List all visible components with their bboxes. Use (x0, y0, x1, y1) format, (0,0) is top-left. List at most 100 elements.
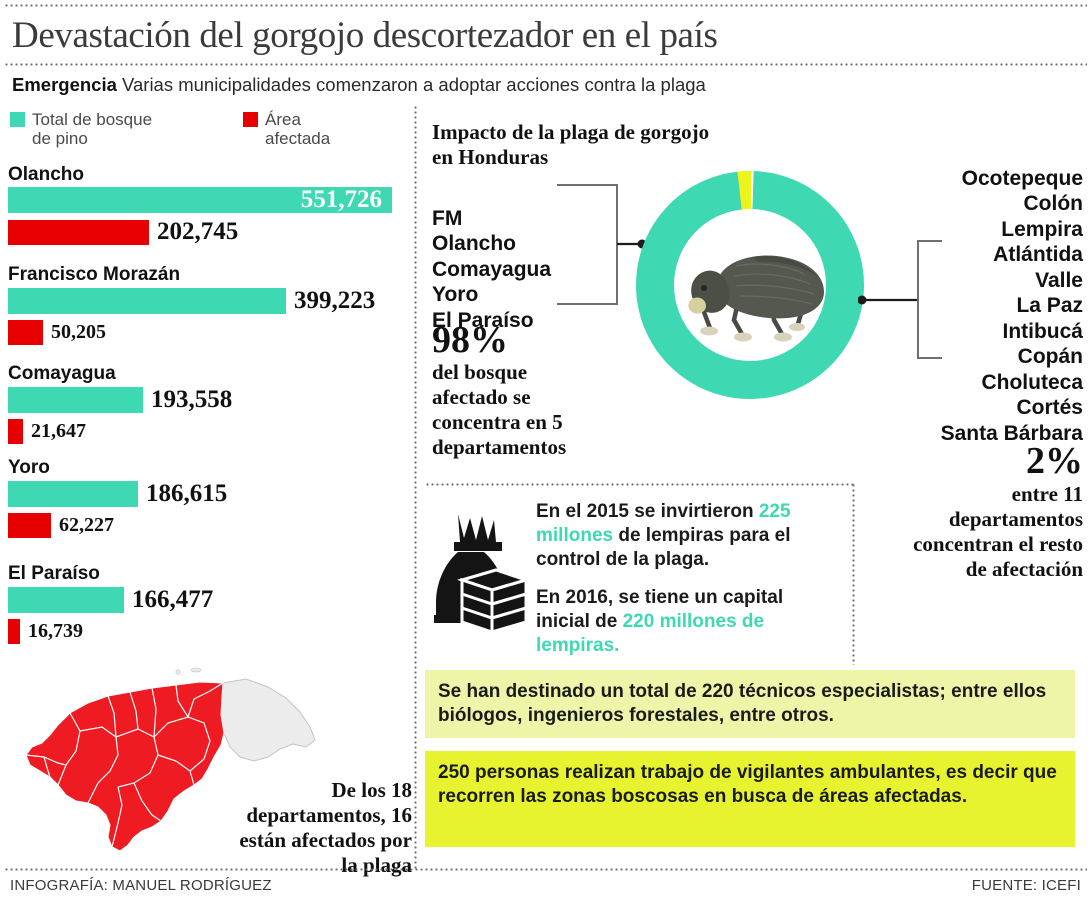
bar-total: 551,726 (8, 187, 392, 213)
map-island (190, 667, 202, 673)
legend-label-affected: Área afectada (265, 110, 331, 148)
left-percentage-caption: del bosque afectado se concentra en 5 de… (432, 360, 567, 459)
bar-group-francisco-morazan: Francisco Morazán 399,223 50,205 (8, 264, 375, 345)
impact-title: Impacto de la plaga de gorgojo en Hondur… (432, 120, 710, 169)
table-row: 551,726 (8, 187, 392, 213)
credit-author: INFOGRAFÍA: MANUEL RODRÍGUEZ (10, 877, 272, 894)
bar-affected-value: 202,745 (157, 218, 239, 245)
department-list-right: Ocotepeque Colón Lempira Atlántida Valle… (853, 140, 1083, 446)
beetle-body-shading (752, 256, 820, 280)
credit-source: FUENTE: ICEFI (971, 877, 1081, 894)
donut-chart-svg (636, 171, 864, 399)
callout-box-vigilantes: 250 personas realizan trabajo de vigilan… (425, 751, 1075, 847)
map-caption: De los 18 departamentos, 16 están afecta… (222, 778, 412, 878)
table-row: 399,223 (8, 287, 375, 315)
bar-total (8, 387, 143, 413)
bar-affected (8, 619, 20, 644)
kicker: Emergencia Varias municipalidades comenz… (12, 74, 706, 96)
bar-group-yoro: Yoro 186,615 62,227 (8, 457, 227, 538)
kicker-text: Varias municipalidades comenzaron a adop… (116, 74, 706, 95)
bar-total (8, 587, 124, 613)
department-list-left: FM Olancho Comayagua Yoro El Paraíso (432, 180, 551, 333)
table-row: 50,205 (8, 320, 375, 345)
beetle-texture (733, 263, 815, 305)
legend-swatch-total (10, 112, 25, 127)
money-section-rule (425, 483, 855, 486)
bar-affected-value: 50,205 (51, 321, 106, 343)
right-percentage-block: 2% entre 11 departamentos concentran el … (833, 440, 1083, 582)
table-row: 16,739 (8, 619, 213, 644)
bar-dept-label: Yoro (8, 457, 50, 478)
department-list-left-text: FM Olancho Comayagua Yoro El Paraíso (432, 206, 552, 332)
money-2015-a: En el 2015 se invirtieron (536, 501, 759, 522)
footer-rule (4, 868, 1087, 871)
right-percentage-value: 2% (1026, 440, 1083, 482)
right-percentage-caption: entre 11 departamentos concentran el res… (913, 482, 1083, 581)
honduras-map-svg (25, 667, 316, 852)
table-row: 202,745 (8, 218, 392, 246)
map-region-affected (25, 681, 225, 852)
table-row: 166,477 (8, 586, 213, 614)
bar-dept-label: Francisco Morazán (8, 264, 181, 285)
honduras-map (18, 665, 328, 865)
map-caption-text: De los 18 departamentos, 16 están afecta… (239, 778, 412, 877)
department-list-right-text: Ocotepeque Colón Lempira Atlántida Valle… (940, 166, 1083, 445)
table-row: 193,558 (8, 386, 232, 414)
left-column-divider (414, 105, 417, 870)
bar-total (8, 481, 138, 507)
beetle-illustration (688, 255, 824, 342)
money-2015-highlight: 225 millones (536, 501, 791, 546)
bar-dept-label: El Paraíso (8, 563, 100, 584)
money-2016-highlight: 220 millones de lempiras. (536, 611, 765, 656)
table-row: 21,647 (8, 419, 232, 444)
bar-affected (8, 513, 51, 538)
money-section-divider (852, 483, 855, 665)
donut-chart (625, 160, 875, 410)
legend-label-total: Total de bosque de pino (32, 110, 153, 148)
bar-affected (8, 320, 43, 345)
map-island (175, 669, 181, 675)
donut-slice-2 (636, 171, 864, 399)
bar-total-value: 399,223 (294, 287, 376, 314)
bar-total-value: 166,477 (132, 586, 214, 613)
kicker-bold: Emergencia (12, 74, 117, 95)
money-2016-a: En 2016, se tiene un capital inicial de (536, 587, 784, 632)
left-percentage-block: 98% del bosque afectado se concentra en … (432, 320, 642, 460)
left-callout-bracket (557, 184, 645, 305)
top-rule (4, 4, 1087, 7)
beetle-eye (701, 285, 707, 291)
bar-total-value: 193,558 (151, 386, 233, 413)
callout-box-tecnicos: Se han destinado un total de 220 técnico… (425, 670, 1075, 738)
legend-affected: Área afectada (243, 110, 330, 148)
bar-affected-value: 16,739 (28, 620, 83, 642)
bar-group-comayagua: Comayagua 193,558 21,647 (8, 363, 232, 444)
cash-stack-icon (456, 568, 530, 635)
bar-total-value: 186,615 (146, 480, 228, 507)
right-callout-bracket (858, 240, 942, 359)
bar-total-value: 551,726 (300, 186, 382, 213)
money-paragraph-2016: En 2016, se tiene un capital inicial de … (536, 586, 836, 658)
bar-affected (8, 219, 149, 245)
bar-affected-value: 21,647 (31, 420, 86, 442)
map-department-borders (25, 682, 224, 848)
money-text-block: En el 2015 se invirtieron 225 millones d… (536, 500, 836, 672)
bar-dept-label: Comayagua (8, 363, 116, 384)
bar-group-olancho: Olancho 551,726 202,745 (8, 164, 392, 246)
money-2015-b: de lempiras para el control de la plaga. (536, 525, 791, 570)
headline-rule (4, 63, 1087, 66)
left-percentage-value: 98% (432, 319, 508, 361)
callout-box-tecnicos-text: Se han destinado un total de 220 técnico… (438, 681, 1047, 726)
beetle-snout (688, 297, 706, 314)
map-region-unaffected (220, 678, 316, 762)
bar-total (8, 288, 286, 314)
bar-affected (8, 419, 23, 444)
donut-slice-98 (636, 171, 864, 399)
money-paragraph-2015: En el 2015 se invirtieron 225 millones d… (536, 500, 836, 572)
bar-group-el-paraiso: El Paraíso 166,477 16,739 (8, 563, 213, 644)
table-row: 186,615 (8, 480, 227, 508)
money-bag-icon (434, 514, 530, 635)
page-title: Devastación del gorgojo descortezador en… (12, 15, 718, 56)
callout-box-vigilantes-text: 250 personas realizan trabajo de vigilan… (438, 762, 1057, 807)
bar-affected-value: 62,227 (59, 514, 114, 536)
